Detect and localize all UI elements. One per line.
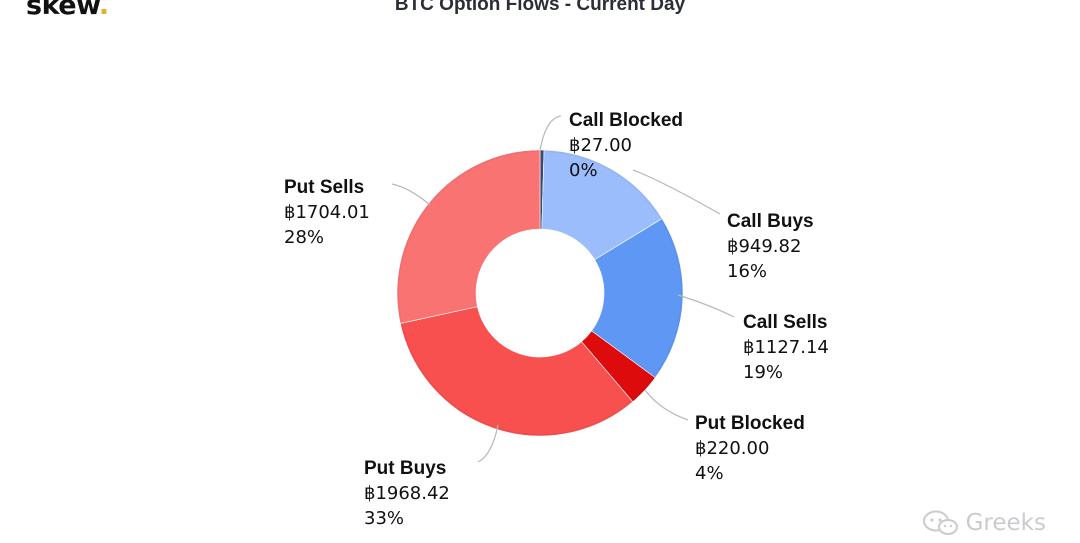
brand-dot: . [98, 0, 109, 21]
slice-percent-put-buys: 33% [364, 508, 404, 529]
slice-label-call-blocked: Call Blocked [569, 110, 683, 131]
slice-percent-call-sells: 19% [743, 362, 783, 383]
slice-value-put-blocked: ฿220.00 [695, 438, 769, 459]
slice-value-call-buys: ฿949.82 [727, 236, 801, 257]
brand-name: skew [26, 0, 99, 21]
leader-line-call-buys [632, 169, 721, 215]
slice-value-call-sells: ฿1127.14 [743, 337, 829, 358]
leader-line-put-blocked [644, 389, 689, 421]
slice-value-put-sells: ฿1704.01 [284, 202, 370, 223]
leader-line-put-buys [477, 424, 499, 463]
chart-labels: Call Blocked ฿27.00 0% Call Buys ฿949.82 16% C… [284, 110, 829, 529]
slice-label-call-sells: Call Sells [743, 312, 828, 333]
slice-percent-call-buys: 16% [727, 261, 767, 282]
slice-label-put-buys: Put Buys [364, 458, 446, 479]
slice-put-sells[interactable] [396, 149, 541, 324]
leader-line-call-blocked [539, 115, 562, 151]
slice-call-buys[interactable] [541, 149, 663, 261]
watermark: Greeks [922, 509, 1046, 537]
skew-logo: skew. [26, 0, 109, 21]
slice-percent-put-blocked: 4% [695, 463, 724, 484]
slice-label-call-buys: Call Buys [727, 211, 814, 232]
slice-percent-call-blocked: 0% [569, 160, 598, 181]
slice-label-put-blocked: Put Blocked [695, 413, 805, 434]
slice-label-put-sells: Put Sells [284, 177, 364, 198]
donut-outer-edge [397, 150, 683, 436]
leader-line-call-sells [677, 294, 735, 318]
watermark-text: Greeks [965, 510, 1046, 536]
slice-put-buys[interactable] [399, 306, 634, 437]
chart-title: BTC Option Flows - Current Day [394, 0, 686, 15]
slice-value-call-blocked: ฿27.00 [569, 135, 632, 156]
slice-call-sells[interactable] [591, 218, 684, 379]
chart-leader-lines [391, 115, 735, 463]
chart-slices [396, 149, 684, 437]
leader-line-put-sells [391, 183, 431, 206]
slice-percent-put-sells: 28% [284, 227, 324, 248]
slice-value-put-buys: ฿1968.42 [364, 483, 450, 504]
wechat-icon [922, 510, 958, 535]
